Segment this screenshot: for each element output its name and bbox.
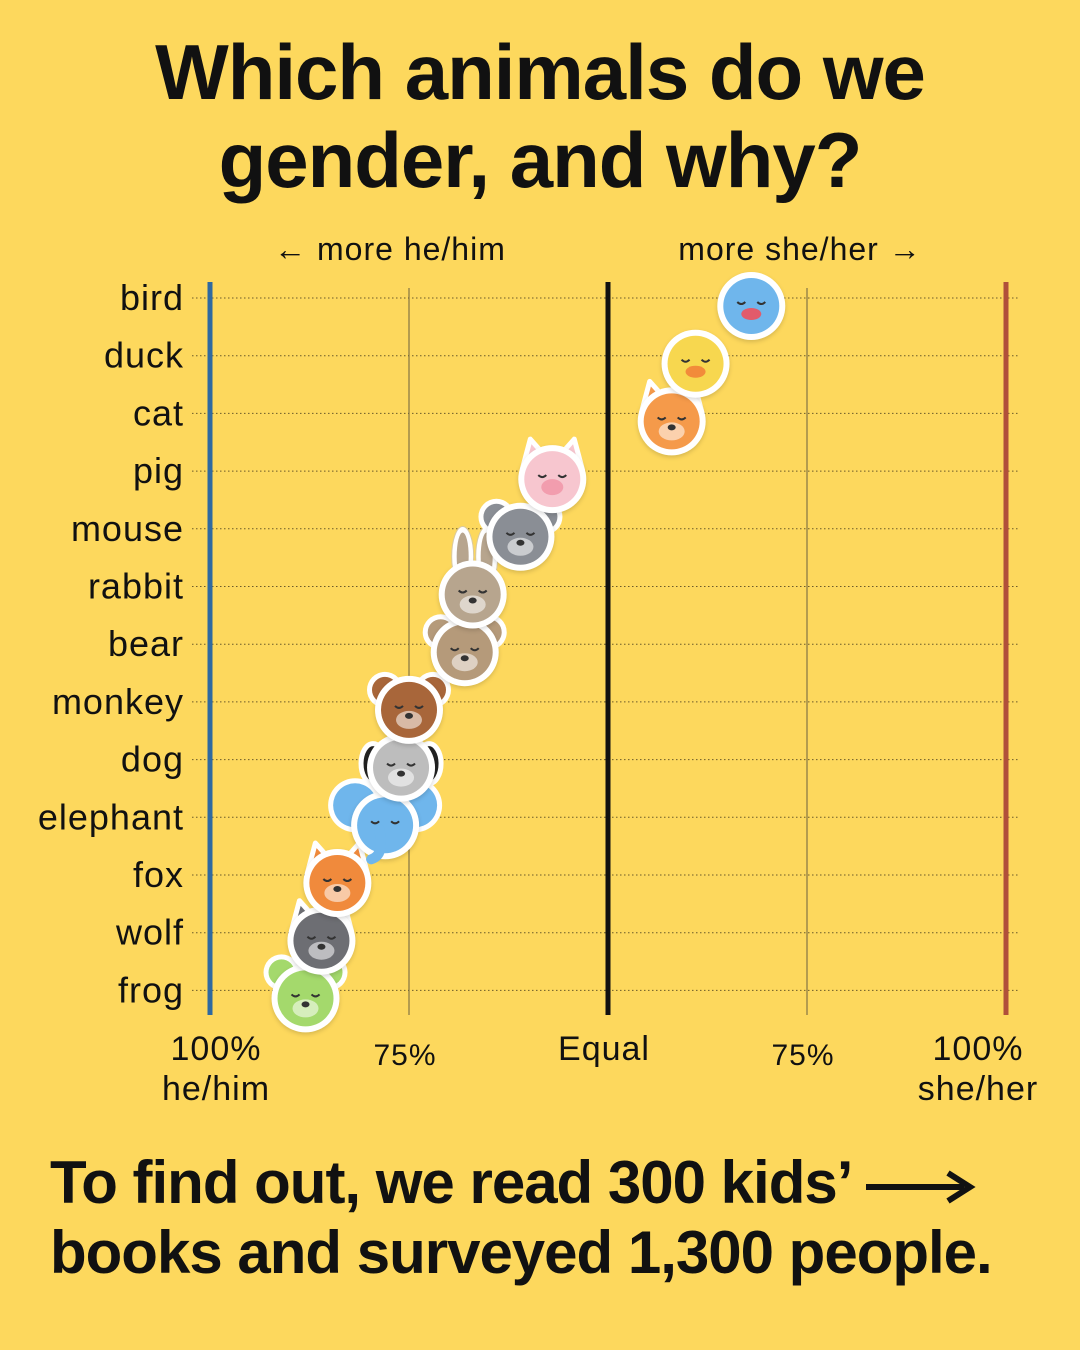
tick-label-25: 75% — [373, 1039, 436, 1072]
tick-label-0: 100% — [171, 1030, 262, 1068]
arrow-right-icon — [866, 1170, 976, 1204]
category-label-rabbit: rabbit — [88, 566, 184, 607]
category-label-pig: pig — [133, 450, 184, 491]
tick-label-75: 75% — [771, 1039, 834, 1072]
category-label-monkey: monkey — [52, 681, 184, 722]
footer-line-2: books and surveyed 1,300 people. — [50, 1219, 993, 1286]
footer-callout: To find out, we read 300 kids’ books and… — [50, 1148, 1070, 1288]
pig-icon — [518, 436, 587, 514]
title-line-2: gender, and why? — [218, 116, 863, 204]
fox-icon — [303, 840, 372, 917]
category-label-bear: bear — [108, 623, 184, 664]
tick-label-100: 100% — [933, 1030, 1024, 1068]
wolf-icon — [287, 898, 356, 975]
mouse-icon — [478, 498, 563, 571]
category-label-fox: fox — [133, 854, 184, 895]
category-label-bird: bird — [120, 277, 184, 318]
footer-line-1: To find out, we read 300 kids’ — [50, 1148, 1070, 1218]
tick-label-50: Equal — [558, 1030, 650, 1068]
category-label-frog: frog — [118, 969, 184, 1010]
category-label-wolf: wolf — [115, 912, 184, 953]
category-label-duck: duck — [104, 335, 184, 376]
category-label-dog: dog — [121, 739, 184, 780]
dog-icon — [358, 733, 444, 802]
monkey-icon — [367, 671, 451, 744]
cat-icon — [637, 378, 706, 456]
category-label-mouse: mouse — [71, 508, 184, 549]
tick-sublabel-0: he/him — [162, 1070, 270, 1108]
title-line-1: Which animals do we — [155, 28, 926, 116]
footer-text-1: To find out, we read 300 kids’ — [50, 1149, 853, 1216]
category-label-elephant: elephant — [38, 796, 184, 837]
left-direction-label: ← more he/him — [274, 231, 506, 267]
category-label-cat: cat — [133, 392, 184, 433]
animal-gender-chart: ← more he/him more she/her → bird duck cat… — [38, 231, 1038, 1108]
bird-icon — [717, 272, 786, 340]
page-title: Which animals do we gender, and why? — [0, 28, 1080, 204]
duck-icon — [661, 329, 730, 398]
right-direction-label: more she/her → — [678, 231, 921, 267]
tick-sublabel-100: she/her — [918, 1070, 1038, 1108]
